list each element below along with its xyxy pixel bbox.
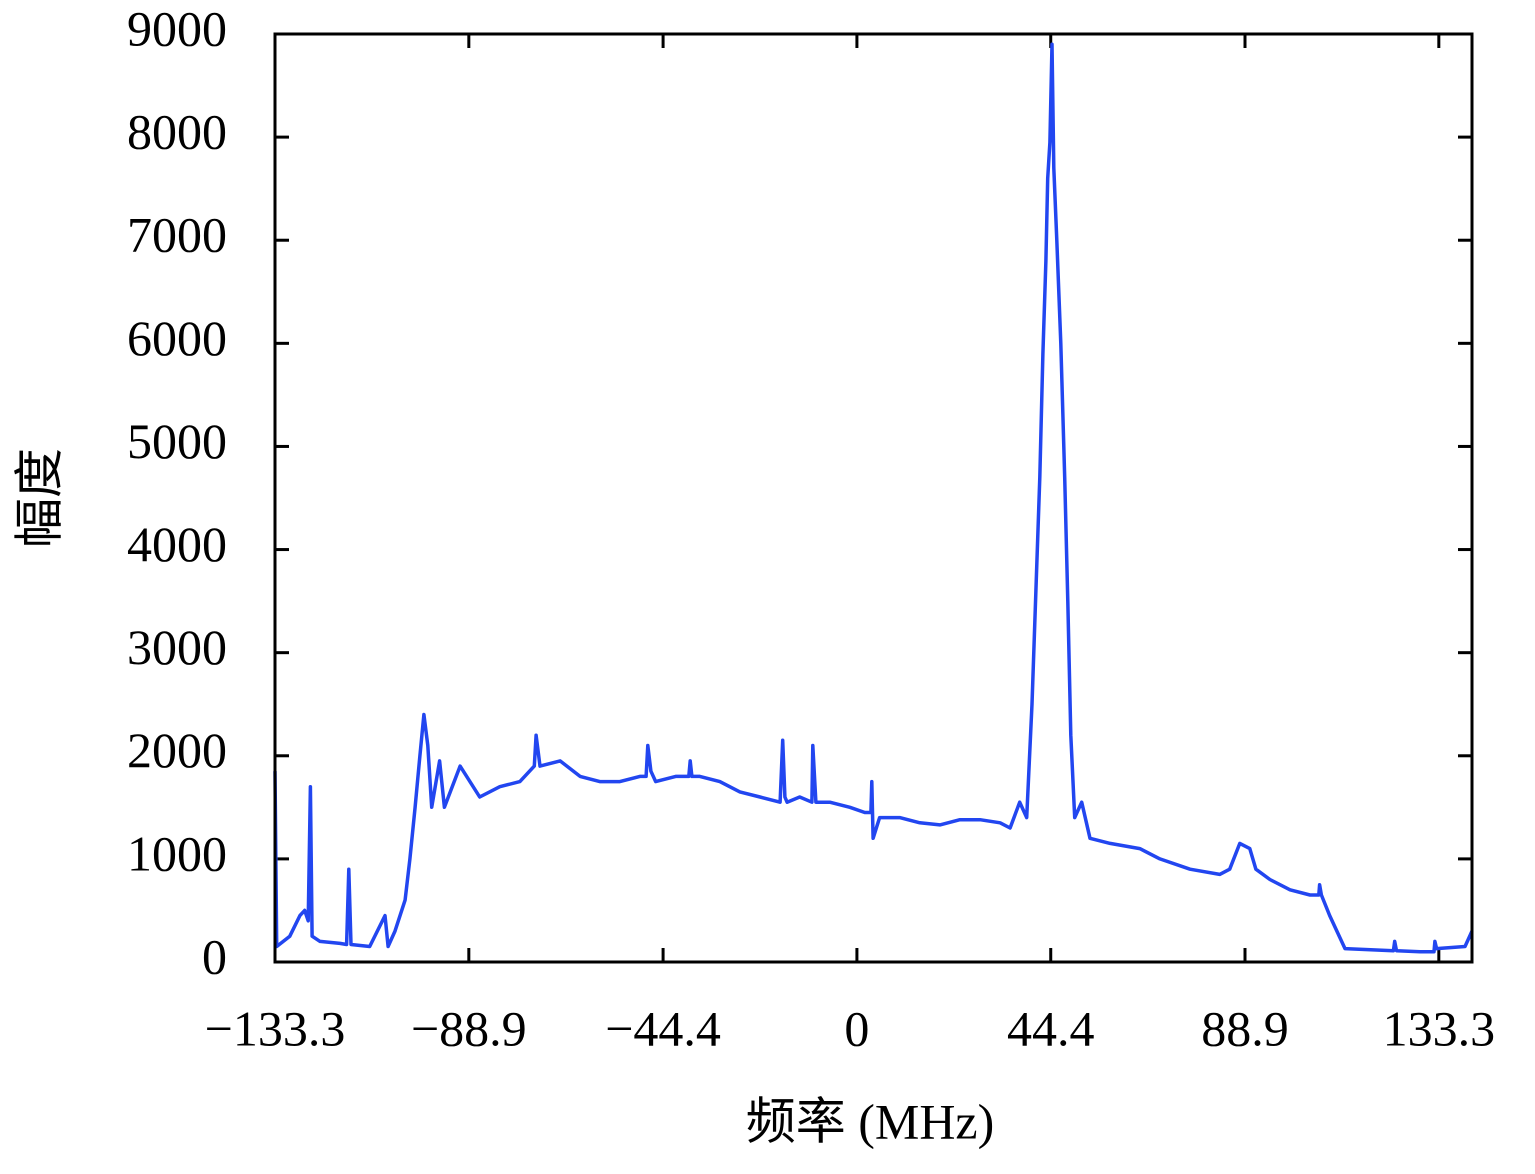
y-tick-label: 7000 [127, 207, 227, 263]
y-axis-label: 幅度 [11, 448, 67, 548]
y-tick-label: 3000 [127, 619, 227, 675]
x-tick-label: −44.4 [605, 1000, 721, 1056]
x-tick-label: 44.4 [1007, 1000, 1095, 1056]
x-tick-label: −88.9 [411, 1000, 527, 1056]
spectrum-line [273, 42, 1474, 954]
x-tick-label: −133.3 [205, 1000, 346, 1056]
y-tick-label: 4000 [127, 516, 227, 572]
x-tick-label: 133.3 [1383, 1000, 1496, 1056]
y-tick-label: 2000 [127, 722, 227, 778]
y-tick-label: 0 [202, 928, 227, 984]
y-tick-label: 1000 [127, 825, 227, 881]
y-tick-label: 9000 [127, 0, 227, 56]
x-axis-label: 频率 (MHz) [746, 1093, 995, 1149]
y-tick-label: 8000 [127, 104, 227, 160]
plot-frame [273, 32, 1474, 964]
x-tick-label: 88.9 [1201, 1000, 1289, 1056]
y-tick-label: 6000 [127, 310, 227, 366]
x-tick-label: 0 [844, 1000, 869, 1056]
y-tick-label: 5000 [127, 413, 227, 469]
